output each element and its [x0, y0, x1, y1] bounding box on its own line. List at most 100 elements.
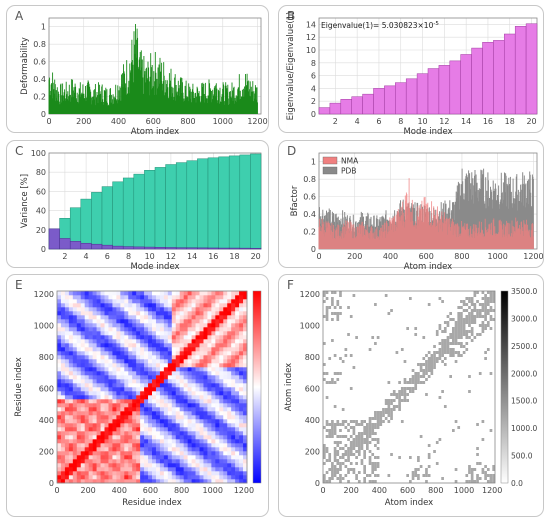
heatmap-cell	[140, 399, 145, 404]
heatmap-cell	[100, 403, 105, 408]
heatmap-cell	[104, 295, 109, 300]
heatmap-cell	[96, 439, 101, 444]
heatmap-cell	[235, 327, 240, 332]
heatmap-cell	[231, 439, 236, 444]
y-tick-label: 100	[31, 149, 46, 158]
heatmap-cell	[235, 403, 240, 408]
heatmap-cell	[207, 399, 212, 404]
heatmap-cell	[199, 367, 204, 372]
contact-cell	[452, 330, 455, 333]
heatmap-cell	[159, 295, 165, 300]
heatmap-cell	[60, 359, 66, 364]
heatmap-cell	[60, 383, 66, 388]
heatmap-cell	[148, 303, 153, 308]
heatmap-cell	[116, 371, 121, 376]
heatmap-cell	[128, 383, 133, 388]
contact-cell	[349, 441, 353, 444]
heatmap-cell	[124, 375, 129, 380]
heatmap-cell	[219, 371, 224, 376]
heatmap-cell	[155, 391, 161, 396]
heatmap-cell	[128, 427, 133, 432]
heatmap-cell	[116, 455, 121, 460]
contact-cell	[344, 453, 348, 456]
heatmap-cell	[215, 447, 220, 452]
eigenvalue-bar	[482, 42, 494, 115]
heatmap-cell	[171, 399, 177, 404]
heatmap-cell	[136, 339, 141, 344]
heatmap-cell	[72, 299, 78, 304]
heatmap-cell	[239, 463, 244, 468]
contact-cell	[333, 381, 337, 384]
heatmap-cell	[116, 315, 121, 320]
contact-cell	[341, 462, 345, 465]
heatmap-cell	[243, 459, 248, 464]
heatmap-cell	[175, 463, 181, 468]
contact-cell	[476, 480, 479, 483]
heatmap-cell	[76, 339, 82, 344]
contact-cell	[446, 315, 450, 318]
heatmap-cell	[57, 303, 62, 308]
heatmap-cell	[116, 431, 121, 436]
heatmap-cell	[64, 371, 70, 376]
heatmap-cell	[179, 383, 184, 388]
heatmap-cell	[231, 339, 236, 344]
heatmap-cell	[235, 347, 240, 352]
heatmap-cell	[128, 347, 133, 352]
heatmap-cell	[144, 391, 149, 396]
heatmap-cell	[80, 419, 86, 424]
heatmap-cell	[243, 479, 248, 484]
heatmap-cell	[144, 479, 149, 484]
heatmap-cell	[215, 387, 220, 392]
heatmap-cell	[223, 335, 228, 340]
heatmap-cell	[203, 375, 208, 380]
heatmap-cell	[152, 327, 157, 332]
contact-cell	[398, 396, 401, 399]
heatmap-cell	[140, 311, 145, 316]
heatmap-cell	[239, 467, 244, 472]
heatmap-cell	[128, 459, 133, 464]
heatmap-cell	[203, 403, 208, 408]
heatmap-cell	[132, 343, 137, 348]
heatmap-cell	[155, 359, 161, 364]
heatmap-cell	[60, 351, 66, 356]
heatmap-cell	[231, 319, 236, 324]
heatmap-cell	[179, 403, 184, 408]
contact-cell	[333, 471, 337, 474]
heatmap-cell	[203, 399, 208, 404]
contact-cell	[363, 441, 366, 444]
contact-cell	[325, 309, 329, 312]
heatmap-cell	[136, 455, 141, 460]
contact-cell	[414, 387, 418, 390]
heatmap-cell	[187, 391, 192, 396]
heatmap-cell	[167, 359, 173, 364]
individual-variance-bar	[175, 247, 188, 250]
heatmap-cell	[57, 379, 62, 384]
heatmap-cell	[148, 419, 153, 424]
heatmap-cell	[191, 447, 196, 452]
contact-cell	[341, 456, 345, 459]
heatmap-cell	[136, 431, 141, 436]
heatmap-cell	[132, 311, 137, 316]
contact-cell	[430, 354, 434, 357]
contact-cell	[492, 294, 495, 297]
contact-cell	[376, 336, 380, 339]
eigenvalue-bar	[340, 99, 352, 115]
contact-cell	[441, 330, 444, 333]
heatmap-cell	[60, 315, 66, 320]
heatmap-cell	[60, 423, 66, 428]
heatmap-cell	[112, 311, 117, 316]
heatmap-cell	[231, 399, 236, 404]
heatmap-cell	[167, 291, 173, 296]
heatmap-cell	[155, 371, 161, 376]
heatmap-cell	[108, 355, 113, 360]
heatmap-cell	[108, 451, 113, 456]
heatmap-cell	[84, 387, 89, 392]
heatmap-cell	[163, 431, 169, 436]
heatmap-cell	[57, 299, 62, 304]
heatmap-cell	[175, 427, 181, 432]
contact-cell	[371, 465, 375, 468]
heatmap-cell	[136, 315, 141, 320]
contact-cell	[398, 402, 401, 405]
heatmap-cell	[179, 467, 184, 472]
heatmap-cell	[88, 395, 93, 400]
